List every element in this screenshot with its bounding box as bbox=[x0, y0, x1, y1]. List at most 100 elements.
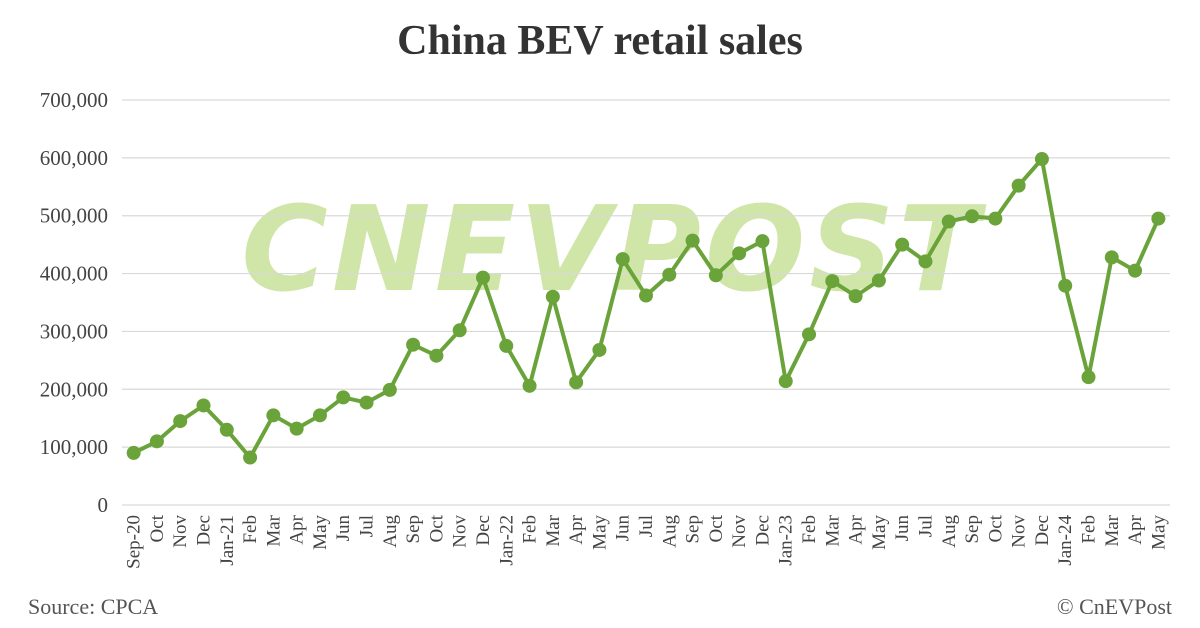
data-point bbox=[173, 414, 188, 429]
x-tick-label: May bbox=[1148, 515, 1169, 550]
x-tick-label: Nov bbox=[729, 515, 750, 548]
x-tick-label: Jan-22 bbox=[496, 515, 517, 566]
data-point bbox=[1081, 370, 1096, 385]
y-tick-label: 100,000 bbox=[40, 435, 108, 459]
x-tick-label: Sep bbox=[683, 515, 704, 544]
source-note: Source: CPCA bbox=[28, 594, 158, 619]
data-point bbox=[522, 378, 537, 393]
data-point bbox=[266, 408, 281, 423]
copyright-note: © CnEVPost bbox=[1057, 594, 1172, 619]
x-tick-label: Mar bbox=[1102, 514, 1123, 546]
x-tick-label: Dec bbox=[194, 515, 215, 546]
x-tick-label: Oct bbox=[147, 514, 168, 542]
x-tick-label: Aug bbox=[659, 515, 680, 548]
x-tick-label: Mar bbox=[822, 514, 843, 546]
x-tick-label: Jun bbox=[333, 515, 354, 542]
y-tick-label: 600,000 bbox=[40, 146, 108, 170]
x-tick-label: Nov bbox=[170, 515, 191, 548]
x-tick-label: Feb bbox=[1078, 515, 1099, 544]
x-tick-label: Oct bbox=[985, 514, 1006, 542]
x-tick-label: Jul bbox=[357, 515, 378, 537]
data-point bbox=[639, 288, 653, 303]
x-tick-label: Oct bbox=[426, 514, 447, 542]
series-layer bbox=[126, 152, 1166, 465]
data-point bbox=[708, 268, 723, 283]
data-point bbox=[1151, 211, 1166, 226]
x-tick-label: Apr bbox=[287, 514, 308, 544]
data-point bbox=[732, 246, 747, 261]
y-tick-label: 300,000 bbox=[40, 319, 108, 343]
data-point bbox=[289, 421, 304, 436]
x-tick-label: Feb bbox=[240, 515, 261, 544]
x-tick-label: Mar bbox=[543, 514, 564, 546]
x-tick-label: May bbox=[869, 515, 890, 550]
y-tick-label: 200,000 bbox=[40, 377, 108, 401]
x-tick-label: Dec bbox=[752, 515, 773, 546]
y-tick-label: 500,000 bbox=[40, 204, 108, 228]
x-tick-label: Jun bbox=[613, 515, 634, 542]
data-point bbox=[569, 375, 584, 390]
data-point bbox=[545, 289, 560, 304]
x-tick-label: Apr bbox=[846, 514, 867, 544]
data-point bbox=[429, 348, 444, 363]
x-tick-label: Sep bbox=[403, 515, 424, 544]
x-axis-ticks: Sep-20 Oct Nov Dec Jan-21 Feb Mar Apr May Jun Jul A… bbox=[124, 514, 1170, 569]
data-point bbox=[802, 327, 817, 342]
x-tick-label: Jul bbox=[915, 515, 936, 537]
grid-lines bbox=[122, 99, 1170, 506]
data-point bbox=[988, 211, 1003, 226]
data-point bbox=[871, 273, 886, 288]
x-tick-label: Oct bbox=[706, 514, 727, 542]
x-tick-label: Jul bbox=[636, 515, 657, 537]
x-tick-label: Jan-24 bbox=[1055, 515, 1076, 566]
x-tick-label: Feb bbox=[799, 515, 820, 544]
y-tick-label: 0 bbox=[98, 493, 109, 517]
x-tick-label: May bbox=[589, 515, 610, 550]
data-point bbox=[452, 323, 467, 338]
x-tick-label: Aug bbox=[380, 515, 401, 548]
data-point bbox=[243, 450, 258, 465]
data-point bbox=[778, 374, 793, 389]
data-point bbox=[149, 434, 164, 449]
x-tick-label: Dec bbox=[1032, 515, 1053, 546]
data-point bbox=[1058, 278, 1073, 293]
x-tick-label: Jan-21 bbox=[217, 515, 238, 566]
data-point bbox=[336, 390, 351, 405]
data-point bbox=[662, 267, 677, 282]
data-point bbox=[848, 289, 863, 304]
x-tick-label: Nov bbox=[450, 515, 471, 548]
x-tick-label: Feb bbox=[520, 515, 541, 544]
data-point bbox=[918, 254, 933, 269]
data-point bbox=[592, 342, 607, 357]
data-point bbox=[475, 270, 490, 285]
data-point bbox=[895, 237, 910, 252]
data-point bbox=[685, 233, 700, 248]
data-point bbox=[755, 234, 770, 249]
data-point bbox=[382, 382, 397, 397]
x-tick-label: Nov bbox=[1009, 515, 1030, 548]
x-tick-label: Apr bbox=[566, 514, 587, 544]
data-point bbox=[312, 408, 327, 423]
x-tick-label: Jun bbox=[892, 515, 913, 542]
x-tick-label: Mar bbox=[263, 514, 284, 546]
data-point bbox=[965, 209, 980, 224]
data-point bbox=[499, 338, 514, 353]
y-axis-ticks: 0 100,000 200,000 300,000 400,000 500,000 600,… bbox=[40, 88, 108, 517]
y-tick-label: 700,000 bbox=[40, 88, 108, 112]
data-point bbox=[219, 422, 234, 437]
y-tick-label: 400,000 bbox=[40, 262, 108, 286]
x-tick-label: Dec bbox=[473, 515, 494, 546]
data-point bbox=[196, 398, 211, 413]
data-point bbox=[406, 337, 421, 352]
data-point bbox=[941, 214, 956, 229]
x-tick-label: Sep-20 bbox=[124, 515, 145, 569]
data-point bbox=[1034, 152, 1049, 167]
data-point bbox=[126, 445, 141, 460]
data-point bbox=[825, 274, 840, 289]
x-tick-label: May bbox=[310, 515, 331, 550]
x-tick-label: Sep bbox=[962, 515, 983, 544]
data-point bbox=[615, 252, 630, 267]
data-point bbox=[359, 395, 374, 410]
